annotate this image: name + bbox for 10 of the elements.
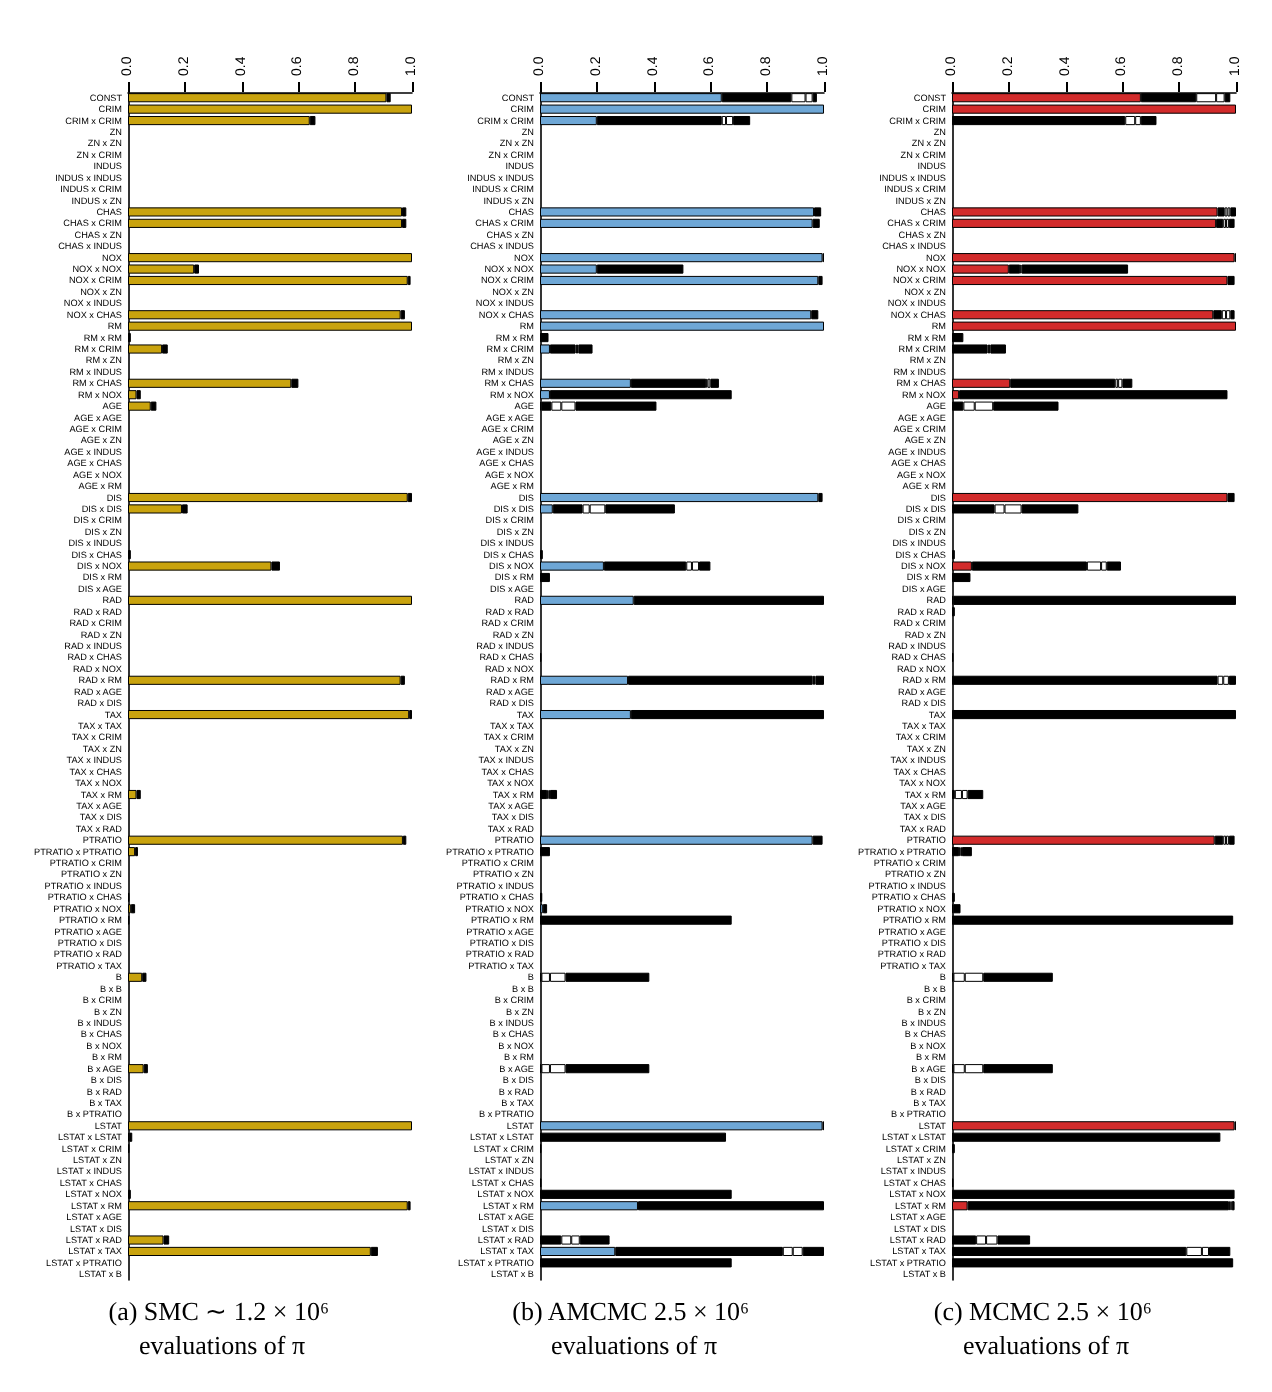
bar (967, 789, 984, 800)
bar (1223, 675, 1229, 685)
text: (c) MCMC 2.5 × 10⁶ evaluations of π (933, 1296, 1159, 1360)
bar (1228, 835, 1235, 845)
text: (b) AMCMC 2.5 × 10⁶ evaluations of π (512, 1296, 756, 1360)
bar (699, 561, 711, 571)
bar (1106, 561, 1121, 571)
bar (954, 789, 962, 800)
bar (1228, 675, 1236, 685)
text: (a) SMC ∼ 1.2 × 10⁶ evaluations of π (108, 1296, 336, 1360)
